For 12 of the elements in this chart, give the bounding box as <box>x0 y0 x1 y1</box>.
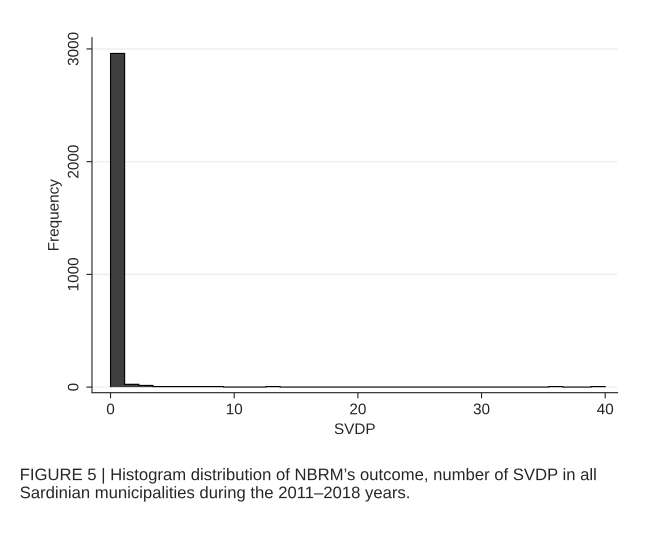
x-tick-label: 30 <box>474 404 490 414</box>
x-tick-label: 40 <box>597 404 614 414</box>
x-tick-label: 20 <box>350 404 366 414</box>
y-axis-title: Frequency <box>48 179 62 250</box>
caption: FIGURE 5 | Histogram distribution of NBRM’s outcome, number of SVDP in all Sardinian municipalities during the 2011–2018 years. <box>20 468 596 502</box>
x-axis-title: SVDP <box>334 423 375 434</box>
y-tick-label: 0 <box>68 383 79 391</box>
x-tick-label: 10 <box>226 404 242 414</box>
x-tick-label: 0 <box>106 404 114 414</box>
y-tick-label: 2000 <box>68 145 79 178</box>
y-tick-label: 1000 <box>68 258 79 290</box>
y-tick-label: 3000 <box>68 32 79 66</box>
